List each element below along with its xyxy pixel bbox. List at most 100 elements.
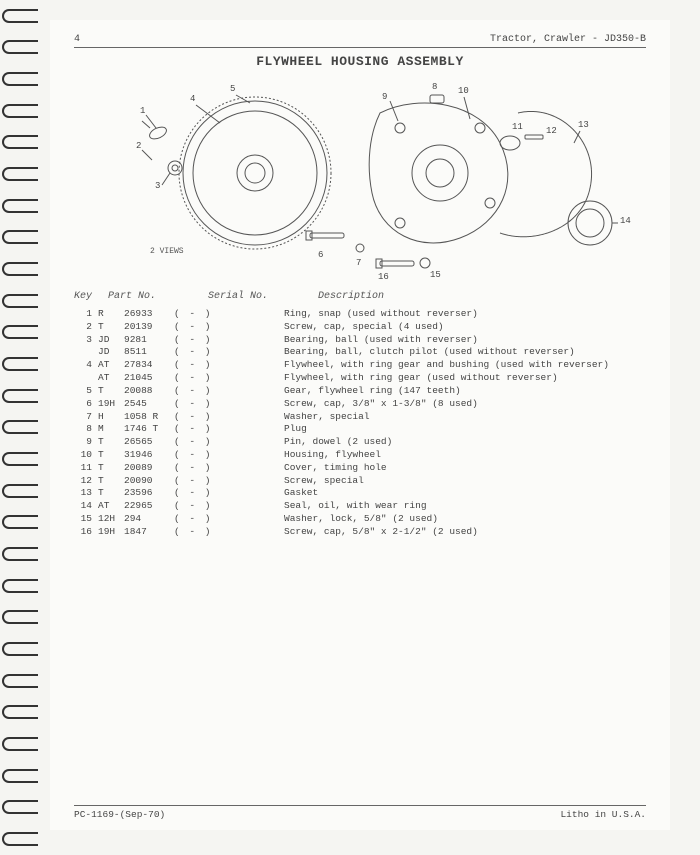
cell-partnum: 20089 [124,462,174,475]
cell-desc: Ring, snap (used without reverser) [284,308,646,321]
table-row: 3JD9281( - )Bearing, ball (used with rev… [74,334,646,347]
manual-page: 4 Tractor, Crawler - JD350-B FLYWHEEL HO… [50,20,670,830]
cell-prefix: JD [98,346,124,359]
svg-text:13: 13 [578,120,589,130]
svg-text:11: 11 [512,122,523,132]
table-row: 9T26565( - )Pin, dowel (2 used) [74,436,646,449]
cell-desc: Housing, flywheel [284,449,646,462]
svg-text:6: 6 [318,250,323,260]
cell-key: 9 [74,436,98,449]
cell-key: 11 [74,462,98,475]
cell-prefix: T [98,462,124,475]
cell-serial: ( - ) [174,346,284,359]
cell-key: 13 [74,487,98,500]
cell-key: 1 [74,308,98,321]
table-row: 1619H1847( - )Screw, cap, 5/8" x 2-1/2" … [74,526,646,539]
page-header: 4 Tractor, Crawler - JD350-B [74,34,646,48]
cell-desc: Screw, cap, 5/8" x 2-1/2" (2 used) [284,526,646,539]
cell-prefix: AT [98,359,124,372]
svg-text:16: 16 [378,272,389,282]
cell-serial: ( - ) [174,411,284,424]
table-row: 10T31946( - )Housing, flywheel [74,449,646,462]
cell-key: 4 [74,359,98,372]
cell-partnum: 8511 [124,346,174,359]
col-key: Key [74,291,108,302]
col-serial: Serial No. [208,291,318,302]
cell-prefix: 19H [98,526,124,539]
col-desc: Description [318,291,646,302]
spiral-binding [0,0,40,855]
svg-text:12: 12 [546,126,557,136]
cell-prefix: T [98,321,124,334]
cell-key: 14 [74,500,98,513]
cell-partnum: 1746 T [124,423,174,436]
page-footer: PC-1169-(Sep-70) Litho in U.S.A. [74,805,646,820]
svg-text:3: 3 [155,181,160,191]
cell-desc: Cover, timing hole [284,462,646,475]
cell-serial: ( - ) [174,500,284,513]
cell-partnum: 1847 [124,526,174,539]
table-row: 5T20088( - )Gear, flywheel ring (147 tee… [74,385,646,398]
cell-serial: ( - ) [174,308,284,321]
svg-text:14: 14 [620,216,631,226]
column-headers: Key Part No. Serial No. Description [74,291,646,302]
assembly-title: FLYWHEEL HOUSING ASSEMBLY [74,54,646,69]
cell-prefix: M [98,423,124,436]
cell-serial: ( - ) [174,359,284,372]
cell-partnum: 23596 [124,487,174,500]
page-number: 4 [74,34,80,45]
cell-partnum: 9281 [124,334,174,347]
cell-key: 12 [74,475,98,488]
table-row: 2T20139( - )Screw, cap, special (4 used) [74,321,646,334]
cell-partnum: 26565 [124,436,174,449]
cell-serial: ( - ) [174,513,284,526]
diagram-note: 2 VIEWS [150,247,184,256]
cell-partnum: 31946 [124,449,174,462]
cell-desc: Seal, oil, with wear ring [284,500,646,513]
cell-serial: ( - ) [174,449,284,462]
cell-desc: Flywheel, with ring gear and bushing (us… [284,359,646,372]
cell-prefix: JD [98,334,124,347]
table-row: 7H1058 R( - )Washer, special [74,411,646,424]
svg-text:10: 10 [458,86,469,96]
cell-prefix: AT [98,500,124,513]
cell-key: 5 [74,385,98,398]
svg-text:1: 1 [140,106,145,116]
footer-right: Litho in U.S.A. [560,809,646,820]
cell-desc: Washer, lock, 5/8" (2 used) [284,513,646,526]
table-row: JD8511( - )Bearing, ball, clutch pilot (… [74,346,646,359]
cell-key [74,346,98,359]
table-row: 1512H294( - )Washer, lock, 5/8" (2 used) [74,513,646,526]
cell-prefix: 12H [98,513,124,526]
cell-partnum: 294 [124,513,174,526]
cell-prefix: T [98,449,124,462]
cell-key [74,372,98,385]
svg-text:5: 5 [230,84,235,94]
cell-serial: ( - ) [174,487,284,500]
table-row: 12T20090( - )Screw, special [74,475,646,488]
cell-desc: Bearing, ball, clutch pilot (used withou… [284,346,646,359]
table-row: 11T20089( - )Cover, timing hole [74,462,646,475]
svg-text:2: 2 [136,141,141,151]
cell-desc: Screw, special [284,475,646,488]
table-row: 619H2545( - )Screw, cap, 3/8" x 1-3/8" (… [74,398,646,411]
cell-prefix: T [98,385,124,398]
cell-desc: Washer, special [284,411,646,424]
cell-serial: ( - ) [174,372,284,385]
cell-desc: Gasket [284,487,646,500]
cell-prefix: H [98,411,124,424]
table-row: 4AT27834( - )Flywheel, with ring gear an… [74,359,646,372]
cell-prefix: T [98,487,124,500]
cell-serial: ( - ) [174,334,284,347]
cell-key: 16 [74,526,98,539]
cell-desc: Pin, dowel (2 used) [284,436,646,449]
cell-serial: ( - ) [174,398,284,411]
cell-desc: Flywheel, with ring gear (used without r… [284,372,646,385]
cell-key: 6 [74,398,98,411]
cell-desc: Screw, cap, special (4 used) [284,321,646,334]
cell-key: 3 [74,334,98,347]
cell-desc: Gear, flywheel ring (147 teeth) [284,385,646,398]
exploded-diagram: 1 2 3 4 5 6 7 8 9 10 11 12 13 14 15 16 2… [74,73,646,283]
cell-key: 15 [74,513,98,526]
cell-serial: ( - ) [174,526,284,539]
